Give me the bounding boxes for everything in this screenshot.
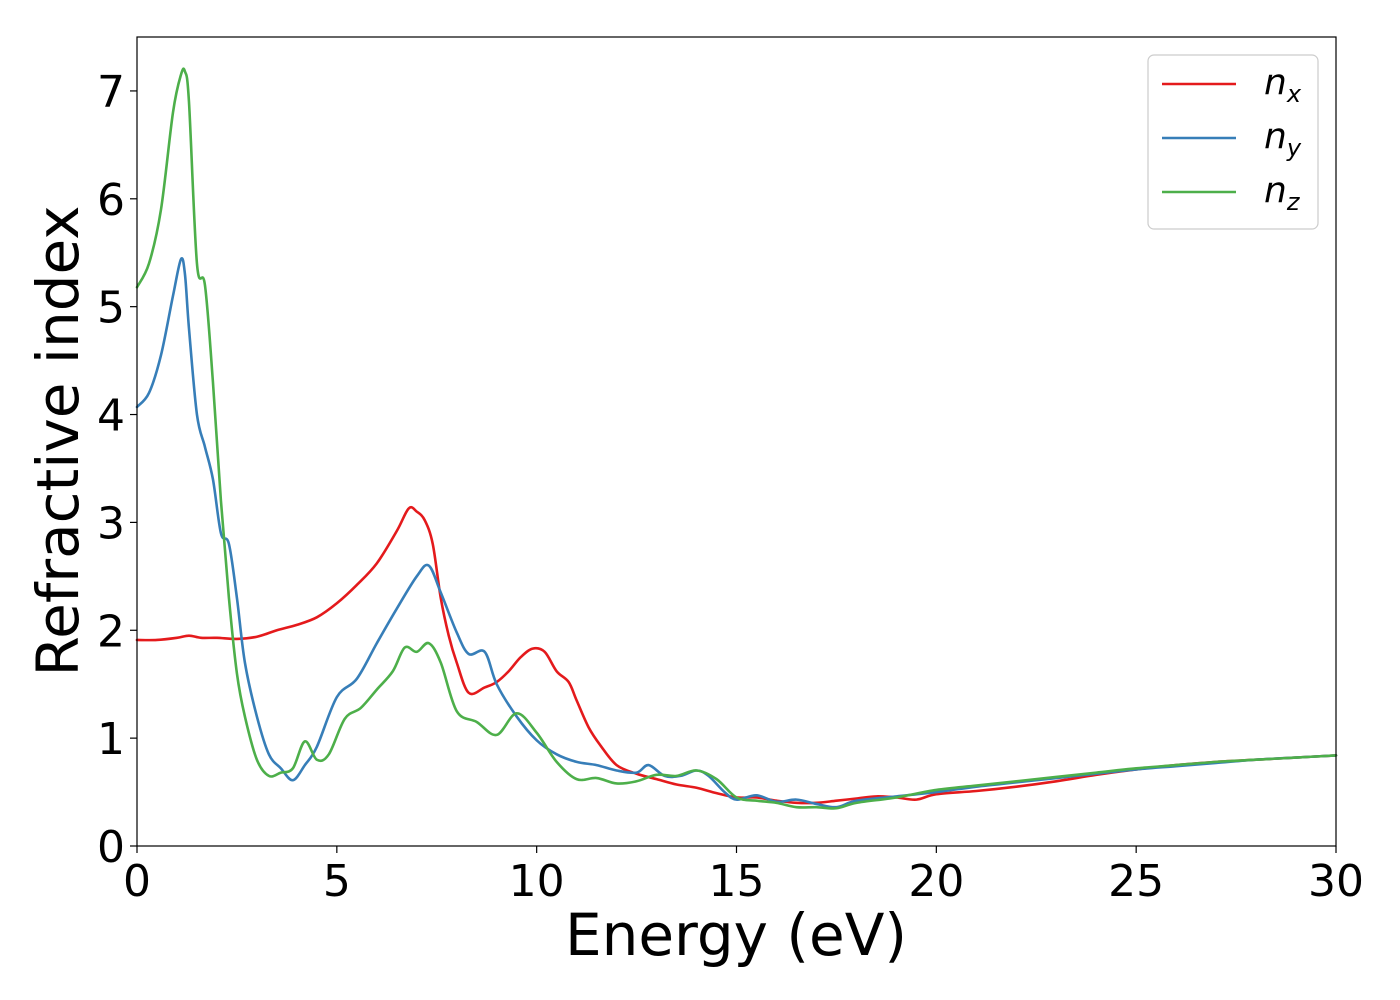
series-line-y [135,257,1338,809]
legend: nx ny nz [1147,54,1319,230]
y-tick-label: 4 [97,391,125,442]
x-tick-label: 5 [323,856,351,907]
legend-box [1147,54,1319,230]
x-tick-label: 25 [1108,856,1164,907]
y-tick-label: 3 [97,498,125,549]
legend-label-x: nx [1264,62,1302,108]
legend-label-z: nz [1264,170,1301,216]
series-line-z [135,67,1338,810]
y-tick-label: 6 [97,175,125,226]
y-tick-label: 0 [97,822,125,873]
x-axis-label: Energy (eV) [565,901,907,969]
y-tick-label: 5 [97,283,125,334]
y-axis-ticks: 0 1 2 3 4 5 6 7 [97,67,137,873]
x-tick-label: 30 [1308,856,1364,907]
x-tick-label: 10 [509,856,565,907]
y-tick-label: 7 [97,67,125,118]
legend-label-y: ny [1264,116,1302,162]
series-layer [135,67,1338,810]
x-axis-ticks: 0 5 10 15 20 25 30 [123,846,1364,907]
x-tick-label: 0 [123,856,151,907]
y-tick-label: 1 [97,714,125,765]
x-tick-label: 20 [908,856,964,907]
y-axis-label: Refractive index [24,205,92,676]
x-tick-label: 15 [709,856,765,907]
y-tick-label: 2 [97,606,125,657]
series-line-x [135,505,1338,805]
